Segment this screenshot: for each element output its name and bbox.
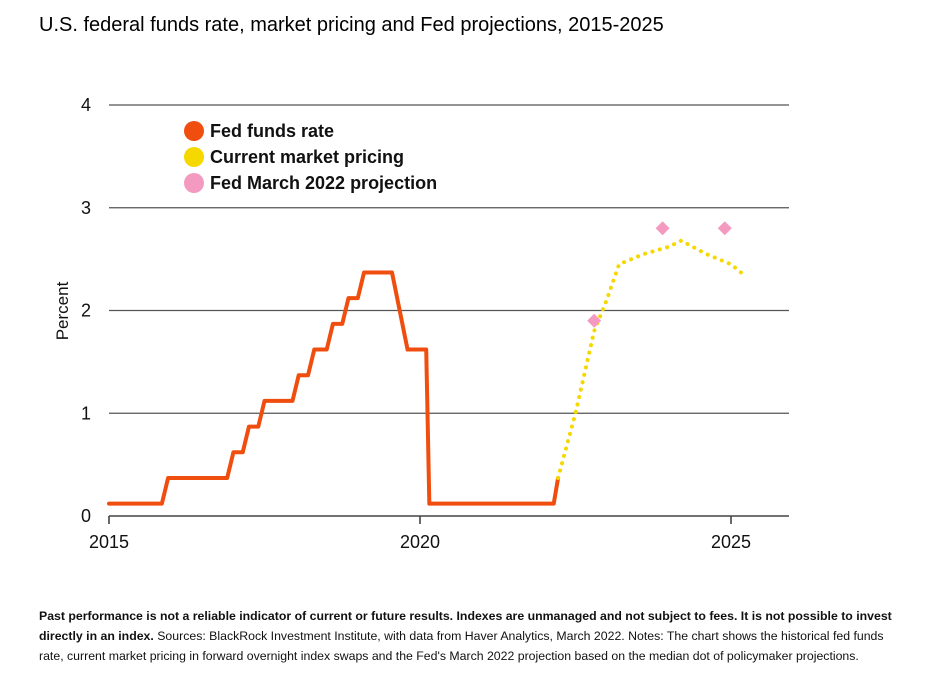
projection-point-2: [655, 221, 670, 236]
gridlines: [109, 104, 789, 414]
footnote: Past performance is not a reliable indic…: [39, 606, 907, 666]
legend-label: Fed March 2022 projection: [210, 173, 437, 193]
projection-point-1: [587, 313, 602, 328]
y-tick-label: 1: [81, 403, 91, 423]
series-line-fed-funds-rate: [107, 270, 561, 506]
x-tick-label: 2015: [89, 532, 129, 552]
series: [107, 221, 746, 506]
x-axis: 2015 2020 2025: [89, 515, 789, 552]
legend-label: Current market pricing: [210, 147, 404, 167]
legend-label: Fed funds rate: [210, 121, 334, 141]
projection-point-3: [717, 221, 732, 236]
x-tick-label: 2025: [711, 532, 751, 552]
legend-swatch: [184, 173, 204, 193]
legend-swatch: [184, 121, 204, 141]
y-tick-label: 2: [81, 301, 91, 321]
footnote-sources: Sources: BlackRock Investment Institute,…: [39, 629, 884, 663]
x-tick-label: 2020: [400, 532, 440, 552]
chart-area: 2015 2020 2025 0 1 2 3 4 Percent Fed funds rat…: [53, 95, 789, 552]
y-tick-label: 4: [81, 95, 91, 115]
chart-title: U.S. federal funds rate, market pricing …: [39, 14, 664, 36]
legend-swatch: [184, 147, 204, 167]
legend-item-fed-projection: Fed March 2022 projection: [184, 173, 437, 193]
y-axis-title: Percent: [53, 281, 72, 340]
legend-item-market-pricing: Current market pricing: [184, 147, 404, 167]
legend: Fed funds rate Current market pricing Fed …: [184, 121, 437, 193]
y-axis: 0 1 2 3 4: [81, 95, 91, 526]
y-tick-label: 3: [81, 198, 91, 218]
series-line-market-pricing: [556, 238, 746, 480]
footnote-disclaimer: Past performance is not a reliable indic…: [39, 609, 892, 643]
legend-item-fed-funds-rate: Fed funds rate: [184, 121, 334, 141]
y-tick-label: 0: [81, 506, 91, 526]
